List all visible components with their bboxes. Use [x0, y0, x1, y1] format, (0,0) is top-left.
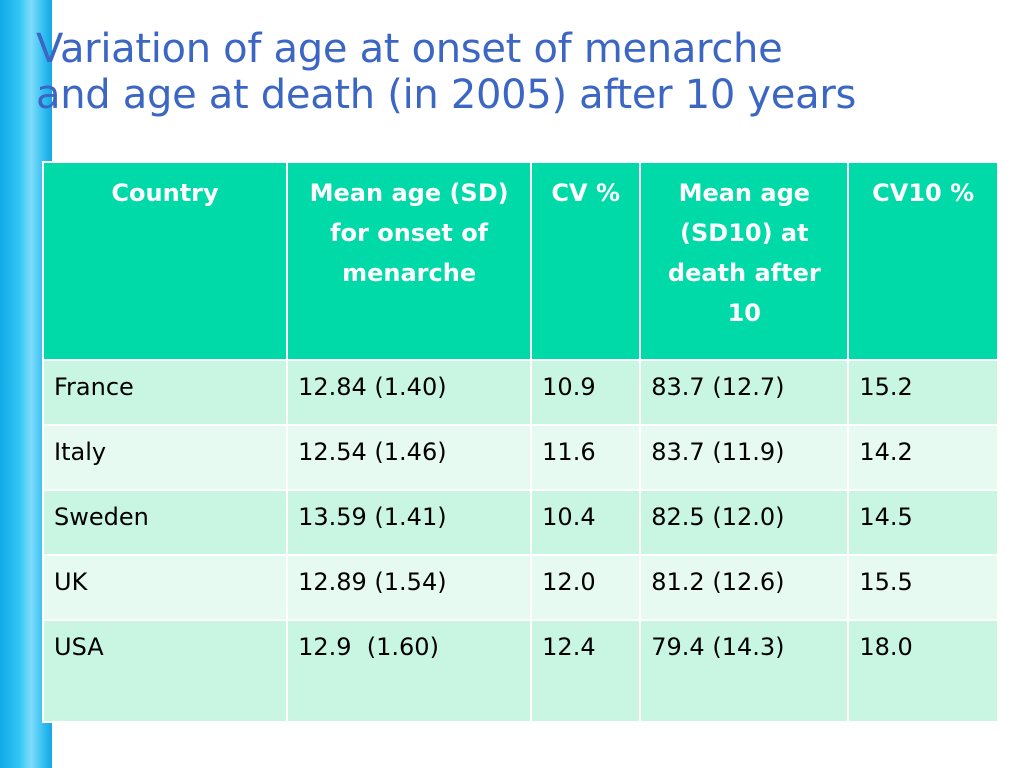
cell-cv10: 14.5 — [847, 489, 999, 556]
cell-cv: 12.4 — [530, 619, 642, 723]
header-country: Country — [41, 161, 289, 361]
cell-country: UK — [41, 554, 289, 621]
cell-country: France — [41, 359, 289, 426]
cell-mean-age-menarche: 12.84 (1.40) — [286, 359, 533, 426]
table-row: Italy 12.54 (1.46) 11.6 83.7 (11.9) 14.2 — [41, 424, 999, 491]
cell-country: Sweden — [41, 489, 289, 556]
cell-mean-age-menarche: 12.54 (1.46) — [286, 424, 533, 491]
table-row: France 12.84 (1.40) 10.9 83.7 (12.7) 15.… — [41, 359, 999, 426]
cell-mean-age-menarche: 12.9 (1.60) — [286, 619, 533, 723]
slide-title: Variation of age at onset of menarche an… — [36, 26, 1016, 118]
cell-cv10: 15.5 — [847, 554, 999, 621]
cell-country: Italy — [41, 424, 289, 491]
header-cv: CV % — [530, 161, 642, 361]
cell-cv: 10.9 — [530, 359, 642, 426]
header-cv10: CV10 % — [847, 161, 999, 361]
cell-country: USA — [41, 619, 289, 723]
cell-mean-age-death: 79.4 (14.3) — [639, 619, 850, 723]
slide-title-line-2: and age at death (in 2005) after 10 year… — [36, 72, 857, 118]
table-row: USA 12.9 (1.60) 12.4 79.4 (14.3) 18.0 — [41, 619, 999, 723]
cell-cv10: 18.0 — [847, 619, 999, 723]
cell-cv10: 15.2 — [847, 359, 999, 426]
table-header-row: Country Mean age (SD) for onset of menar… — [41, 161, 999, 361]
slide-title-line-1: Variation of age at onset of menarche — [36, 26, 783, 72]
cell-mean-age-death: 83.7 (11.9) — [639, 424, 850, 491]
cell-cv10: 14.2 — [847, 424, 999, 491]
table-row: Sweden 13.59 (1.41) 10.4 82.5 (12.0) 14.… — [41, 489, 999, 556]
table-row: UK 12.89 (1.54) 12.0 81.2 (12.6) 15.5 — [41, 554, 999, 621]
header-mean-age-death: Mean age (SD10) at death after 10 — [639, 161, 850, 361]
cell-cv: 11.6 — [530, 424, 642, 491]
header-mean-age-menarche: Mean age (SD) for onset of menarche — [286, 161, 533, 361]
cell-mean-age-death: 81.2 (12.6) — [639, 554, 850, 621]
cell-mean-age-death: 82.5 (12.0) — [639, 489, 850, 556]
data-table: Country Mean age (SD) for onset of menar… — [41, 161, 999, 723]
cell-mean-age-menarche: 13.59 (1.41) — [286, 489, 533, 556]
cell-mean-age-menarche: 12.89 (1.54) — [286, 554, 533, 621]
cell-cv: 12.0 — [530, 554, 642, 621]
cell-mean-age-death: 83.7 (12.7) — [639, 359, 850, 426]
cell-cv: 10.4 — [530, 489, 642, 556]
